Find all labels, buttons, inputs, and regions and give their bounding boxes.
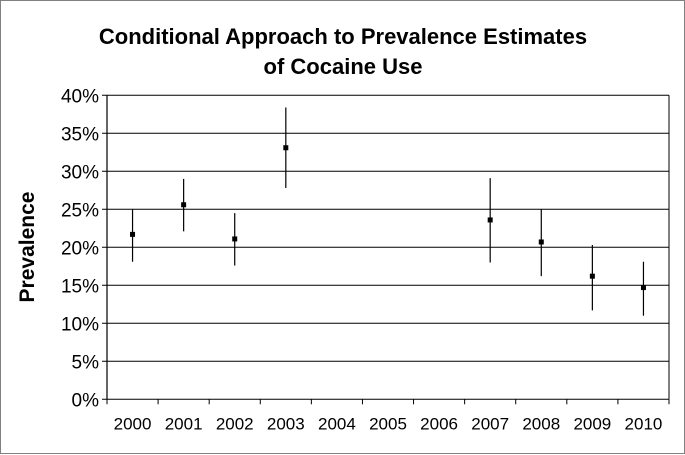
x-tick-label: 2005 [369,414,407,433]
y-tick-label: 40% [61,86,99,107]
data-point [538,239,544,245]
x-tick-label: 2010 [625,414,663,433]
x-tick-label: 2001 [165,414,203,433]
x-tick-label: 2006 [420,414,458,433]
data-point [640,285,646,291]
y-tick-label: 25% [61,200,99,221]
y-tick-label: 10% [61,314,99,335]
data-point [487,217,493,223]
data-point [589,273,595,279]
y-tick-label: 0% [72,390,100,411]
chart-title-line-1: Conditional Approach to Prevalence Estim… [99,24,587,49]
y-tick-label: 30% [61,162,99,183]
data-point [283,145,289,151]
x-tick-label: 2008 [522,414,560,433]
y-tick-label: 35% [61,124,99,145]
x-tick-label: 2009 [573,414,611,433]
chart-title-line-2: of Cocaine Use [264,54,423,79]
y-tick-label: 5% [72,352,100,373]
x-tick-label: 2000 [114,414,152,433]
data-point [232,236,238,242]
y-tick-label: 15% [61,276,99,297]
data-point [181,202,187,208]
x-tick-label: 2003 [267,414,305,433]
y-axis-label: Prevalence [16,192,39,303]
x-tick-label: 2002 [216,414,254,433]
x-tick-label: 2004 [318,414,356,433]
y-tick-label: 20% [61,238,99,259]
x-tick-label: 2007 [471,414,509,433]
data-point [130,231,136,237]
